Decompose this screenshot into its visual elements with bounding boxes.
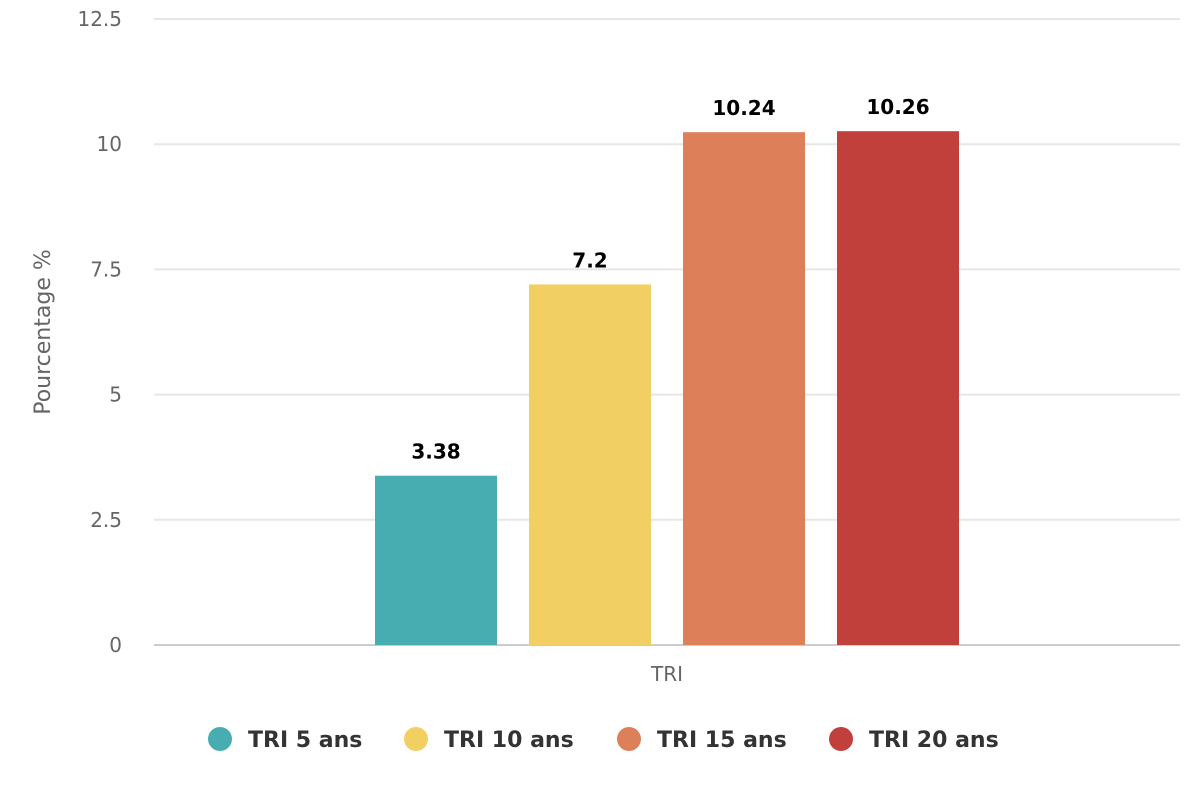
bar (529, 284, 651, 645)
y-tick-label: 7.5 (90, 257, 122, 281)
y-tick-label: 5 (109, 383, 122, 407)
legend-item[interactable]: TRI 20 ans (829, 727, 999, 753)
bar (375, 475, 497, 645)
legend-marker (404, 727, 428, 751)
bar (683, 132, 805, 646)
legend-item[interactable]: TRI 15 ans (617, 727, 787, 753)
legend-label: TRI 15 ans (657, 728, 787, 753)
bar (837, 131, 959, 645)
y-tick-label: 10 (97, 132, 122, 156)
legend-label: TRI 5 ans (248, 728, 362, 753)
bar-data-label: 3.38 (411, 440, 460, 464)
legend-item[interactable]: TRI 10 ans (404, 727, 574, 753)
bars (375, 131, 959, 646)
legend: TRI 5 ans TRI 10 ans TRI 15 ans TRI 20 ans (208, 727, 999, 753)
y-axis-title: Pourcentage % (31, 249, 56, 415)
bar-data-label: 10.24 (712, 96, 775, 120)
gridlines (154, 18, 1180, 521)
y-tick-label: 2.5 (90, 508, 122, 532)
legend-label: TRI 10 ans (444, 728, 574, 753)
y-axis-ticks: 0 2.5 5 7.5 10 12.5 (77, 7, 122, 657)
legend-marker (829, 727, 853, 751)
legend-label: TRI 20 ans (869, 728, 999, 753)
x-category-label: TRI (650, 662, 683, 686)
bar-data-label: 7.2 (572, 248, 607, 272)
legend-item[interactable]: TRI 5 ans (208, 727, 362, 753)
legend-marker (617, 727, 641, 751)
y-tick-label: 0 (109, 633, 122, 657)
y-tick-label: 12.5 (77, 7, 122, 31)
legend-marker (208, 727, 232, 751)
data-labels: 3.38 7.2 10.24 10.26 (411, 95, 929, 464)
bar-data-label: 10.26 (866, 95, 929, 119)
